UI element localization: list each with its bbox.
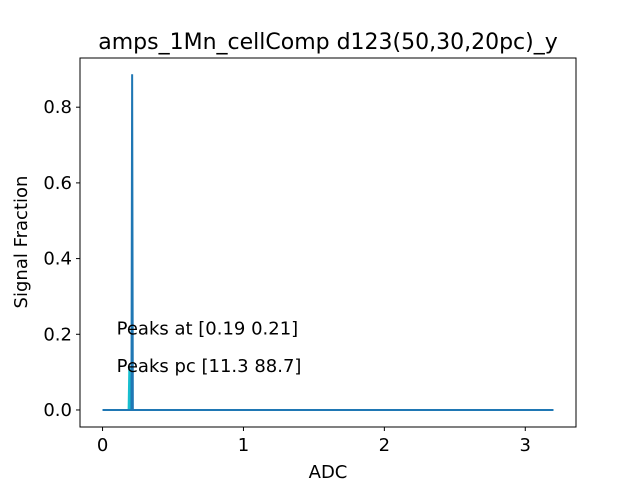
x-tick-label: 1 <box>238 435 249 456</box>
plot-area <box>102 74 554 411</box>
annotation-text-1: Peaks pc [11.3 88.7] <box>117 356 302 377</box>
y-tick-label: 0.0 <box>43 400 72 421</box>
x-tick-label: 2 <box>379 435 390 456</box>
annotations: Peaks at [0.19 0.21] Peaks pc [11.3 88.7] <box>117 318 302 377</box>
x-axis-label: ADC <box>309 462 348 480</box>
y-tick-label: 0.4 <box>43 249 72 270</box>
y-tick-label: 0.8 <box>43 97 72 118</box>
y-tick-label: 0.2 <box>43 324 72 345</box>
y-tick-label: 0.6 <box>43 173 72 194</box>
series-line-1 <box>102 74 554 411</box>
chart-title: amps_1Mn_cellComp d123(50,30,20pc)_y <box>98 30 558 55</box>
axis-ticks: 0 1 2 3 0.0 0.2 0.4 0.6 0.8 <box>43 97 531 456</box>
annotation-text-0: Peaks at [0.19 0.21] <box>117 318 299 339</box>
x-tick-label: 3 <box>520 435 531 456</box>
y-axis-label: Signal Fraction <box>11 176 32 309</box>
x-tick-label: 0 <box>97 435 108 456</box>
axes-frame <box>79 57 577 428</box>
